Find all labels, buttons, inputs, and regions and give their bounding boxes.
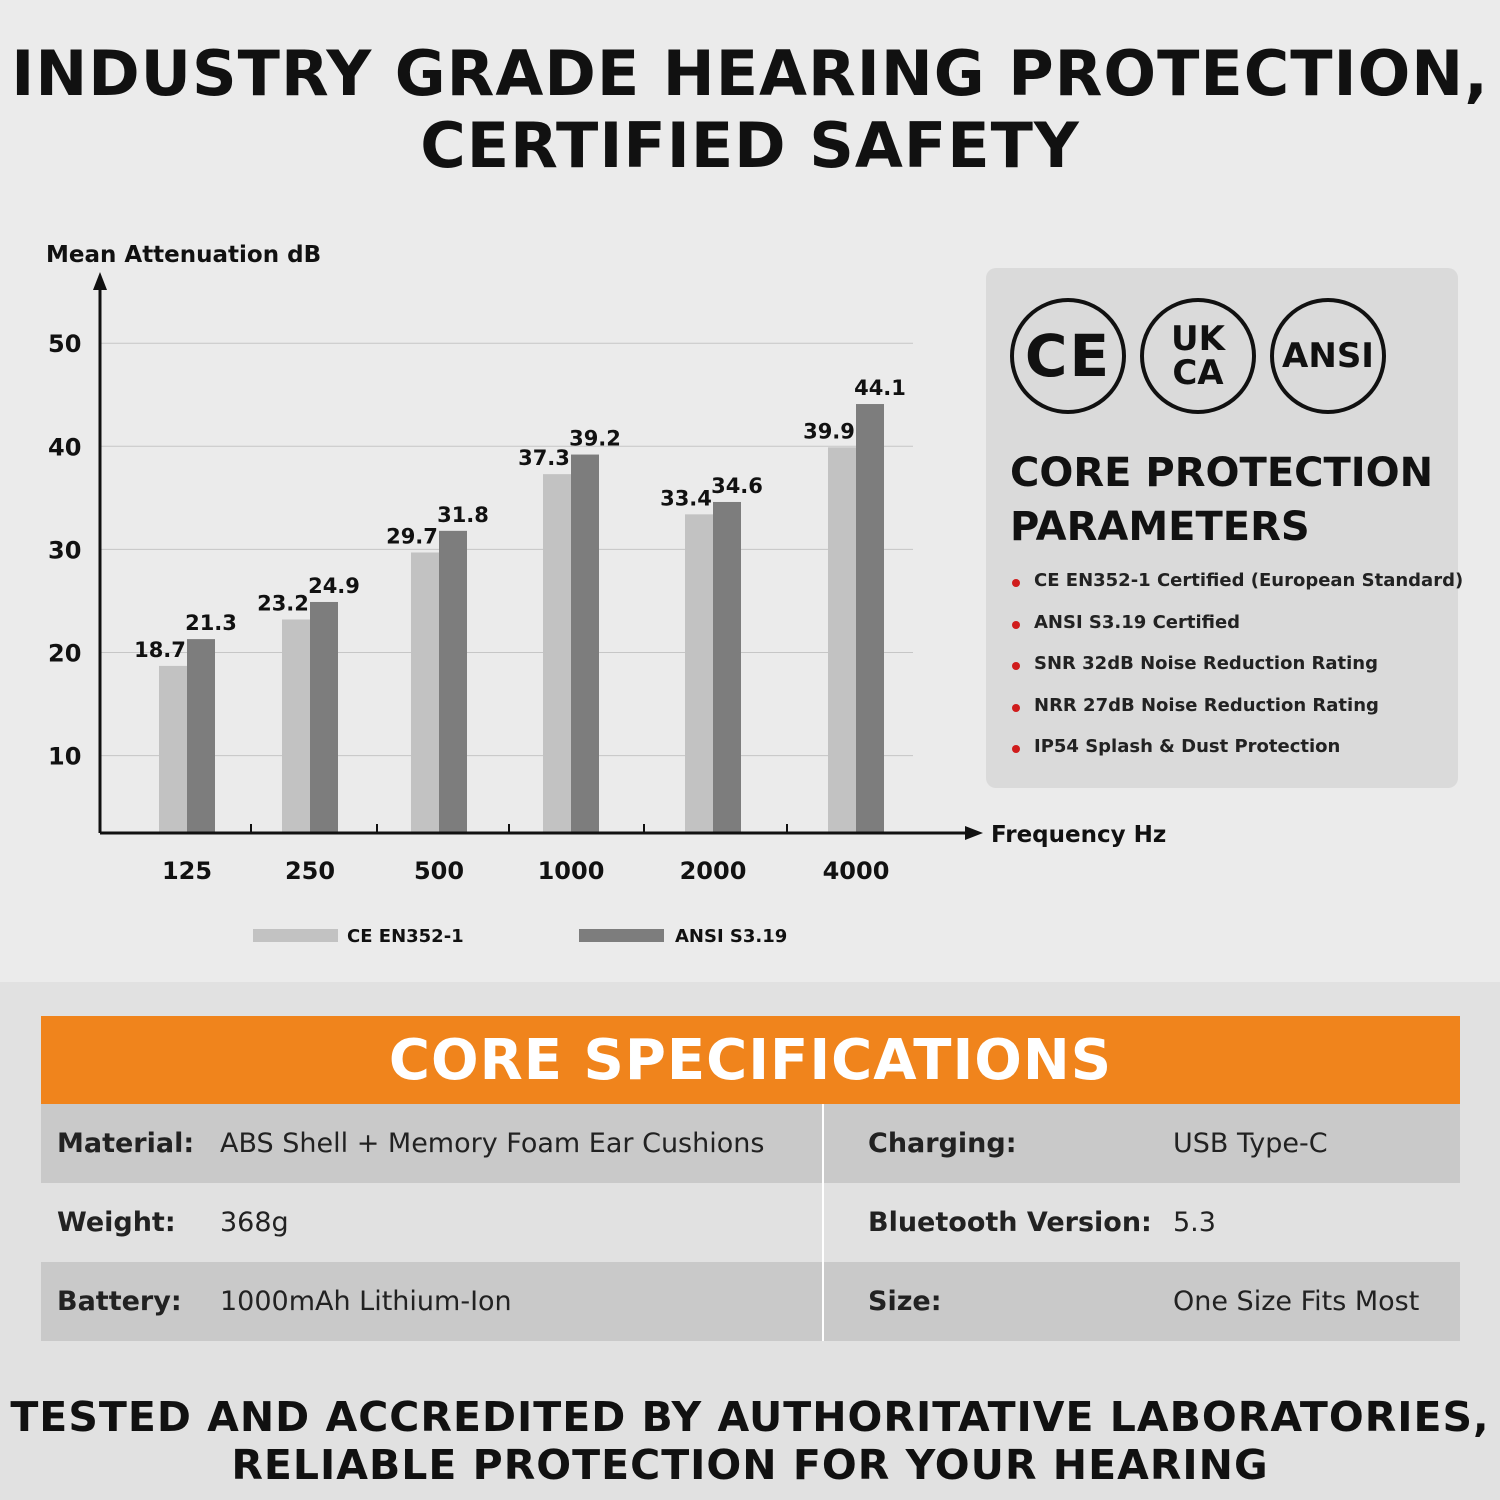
legend-label: CE EN352-1 — [347, 926, 464, 947]
x-axis-title: Frequency Hz — [991, 822, 1166, 848]
bar-ansi — [310, 601, 338, 833]
y-tick-label: 50 — [48, 330, 81, 358]
y-axis-title: Mean Attenuation dB — [46, 242, 321, 268]
y-tick-label: 30 — [48, 536, 81, 564]
parameter-text: IP54 Splash & Dust Protection — [1034, 736, 1341, 757]
spec-value: 368g — [220, 1207, 289, 1238]
parameter-item: SNR 32dB Noise Reduction Rating — [1012, 653, 1463, 695]
bar-ansi — [187, 639, 215, 833]
spec-label: Weight: — [57, 1207, 176, 1238]
bullet-dot-icon — [1012, 662, 1020, 670]
spec-label: Bluetooth Version: — [868, 1207, 1152, 1238]
footer-line-2: RELIABLE PROTECTION FOR YOUR HEARING — [231, 1441, 1269, 1489]
specifications-table: Material: ABS Shell + Memory Foam Ear Cu… — [41, 1104, 1460, 1341]
x-tick-label: 4000 — [823, 857, 890, 885]
certification-panel: CE UK CA ANSI CORE PROTECTION PARAMETERS… — [986, 268, 1463, 788]
bar-ce — [828, 447, 856, 833]
bullet-dot-icon — [1012, 620, 1020, 629]
page-headline: INDUSTRY GRADE HEARING PROTECTION, CERTI… — [0, 38, 1500, 182]
legend-swatch — [579, 929, 664, 942]
core-protection-title-line-1: CORE PROTECTION — [1010, 450, 1434, 496]
legend-swatch — [253, 929, 338, 942]
data-label: 29.7 — [386, 524, 438, 548]
certification-badges: CE UK CA ANSI — [1010, 298, 1386, 414]
ukca-mark-badge: UK CA — [1140, 298, 1256, 414]
spec-row: Material: ABS Shell + Memory Foam Ear Cu… — [41, 1104, 1460, 1183]
ansi-mark-badge: ANSI — [1270, 298, 1386, 414]
data-label: 33.4 — [660, 486, 712, 510]
data-label: 39.9 — [803, 419, 855, 443]
bar-ce — [282, 619, 310, 833]
parameter-text: ANSI S3.19 Certified — [1034, 611, 1241, 633]
bar-ce — [543, 474, 571, 833]
spec-row: Battery: 1000mAh Lithium-Ion Size: One S… — [41, 1262, 1460, 1341]
bar-ansi — [713, 501, 741, 833]
parameter-text: SNR 32dB Noise Reduction Rating — [1034, 653, 1379, 674]
data-label: 24.9 — [308, 574, 360, 598]
spec-value: USB Type-C — [1173, 1128, 1328, 1159]
x-tick-label: 125 — [162, 857, 212, 885]
y-axis-arrow-icon — [93, 272, 107, 290]
spec-label: Material: — [57, 1128, 195, 1159]
parameter-item: IP54 Splash & Dust Protection — [1012, 736, 1463, 778]
spec-value: 5.3 — [1173, 1207, 1216, 1238]
y-tick-label: 20 — [48, 640, 81, 668]
x-axis-arrow-icon — [965, 826, 983, 840]
core-protection-title: CORE PROTECTION PARAMETERS — [1010, 446, 1450, 554]
bar-ce — [685, 514, 713, 833]
core-specifications-title: CORE SPECIFICATIONS — [41, 1016, 1460, 1104]
bar-ansi — [571, 454, 599, 833]
data-label: 21.3 — [185, 611, 237, 635]
column-divider — [822, 1104, 824, 1341]
protection-parameter-list: CE EN352-1 Certified (European Standard)… — [1012, 570, 1463, 778]
spec-label: Charging: — [868, 1128, 1017, 1159]
headline-line-2: CERTIFIED SAFETY — [420, 109, 1080, 182]
x-tick-label: 250 — [285, 857, 335, 885]
data-label: 31.8 — [437, 503, 489, 527]
spec-label: Battery: — [57, 1286, 182, 1317]
parameter-item: CE EN352-1 Certified (European Standard) — [1012, 570, 1463, 612]
headline-line-1: INDUSTRY GRADE HEARING PROTECTION, — [11, 37, 1489, 110]
parameter-text: NRR 27dB Noise Reduction Rating — [1034, 694, 1379, 716]
y-tick-label: 10 — [48, 743, 81, 771]
x-tick-label: 500 — [414, 857, 464, 885]
bullet-dot-icon — [1012, 703, 1020, 712]
data-label: 44.1 — [854, 376, 906, 400]
bullet-dot-icon — [1012, 745, 1020, 753]
data-label: 39.2 — [569, 427, 621, 451]
ce-mark-badge: CE — [1010, 298, 1126, 414]
bar-ce — [411, 552, 439, 833]
spec-value: ABS Shell + Memory Foam Ear Cushions — [220, 1128, 765, 1159]
bar-ansi — [439, 530, 467, 833]
data-label: 37.3 — [518, 446, 570, 470]
data-label: 23.2 — [257, 592, 309, 616]
bar-ce — [159, 665, 187, 833]
core-specifications-section: CORE SPECIFICATIONS Material: ABS Shell … — [0, 982, 1500, 1500]
parameter-item: NRR 27dB Noise Reduction Rating — [1012, 695, 1463, 737]
data-label: 18.7 — [134, 638, 186, 662]
parameter-text: CE EN352-1 Certified (European Standard) — [1034, 570, 1464, 591]
spec-value: One Size Fits Most — [1173, 1286, 1420, 1317]
bar-ansi — [856, 404, 884, 833]
bullet-dot-icon — [1012, 579, 1020, 587]
attenuation-bar-chart: 10 20 30 40 50 18.7 23.2 29.7 37.3 33.4 39.9 21.3 24… — [46, 242, 1166, 947]
footer-tagline: TESTED AND ACCREDITED BY AUTHORITATIVE L… — [0, 1393, 1500, 1489]
spec-label: Size: — [868, 1286, 942, 1317]
footer-line-1: TESTED AND ACCREDITED BY AUTHORITATIVE L… — [10, 1393, 1490, 1441]
data-label: 34.6 — [711, 474, 763, 498]
core-protection-title-line-2: PARAMETERS — [1010, 504, 1310, 550]
y-tick-label: 40 — [48, 433, 81, 461]
x-tick-label: 2000 — [680, 857, 747, 885]
legend-label: ANSI S3.19 — [675, 926, 787, 947]
spec-value: 1000mAh Lithium-Ion — [220, 1286, 512, 1317]
spec-row: Weight: 368g Bluetooth Version: 5.3 — [41, 1183, 1460, 1262]
x-tick-label: 1000 — [538, 857, 605, 885]
parameter-item: ANSI S3.19 Certified — [1012, 612, 1463, 654]
